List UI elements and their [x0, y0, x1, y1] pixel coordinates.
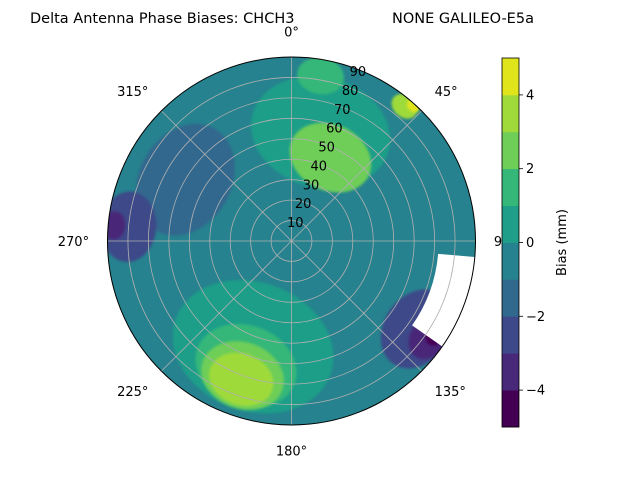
- colorbar-segment: [502, 316, 519, 354]
- contour-band-15: [209, 352, 274, 407]
- colorbar-segment: [502, 131, 519, 170]
- angular-tick-label: 270°: [58, 235, 89, 250]
- colorbar-segment: [502, 205, 519, 243]
- colorbar-tick-label: 4: [526, 88, 534, 103]
- angular-gridline-315: [161, 110, 292, 242]
- colorbar-segment: [502, 279, 519, 317]
- colorbar-tick-label: −4: [526, 384, 545, 399]
- angular-tick-label: 45°: [435, 85, 458, 100]
- angular-tick-label: 0°: [284, 26, 299, 41]
- angular-gridline-45: [291, 110, 422, 242]
- radial-tick-label: 50: [318, 141, 335, 156]
- colorbar-segment: [502, 242, 519, 280]
- radial-tick-label: 90: [350, 65, 367, 80]
- angular-gridline-135: [291, 240, 422, 372]
- radial-tick-label: 40: [311, 159, 328, 174]
- radial-tick-label: 70: [334, 103, 351, 118]
- polar-grid: [107, 57, 476, 425]
- colorbar-tick-label: 2: [526, 162, 534, 177]
- polar-plot-area: 1020304050607080900°45°90135°180°225°270…: [58, 26, 511, 460]
- angular-tick-label: 180°: [276, 444, 307, 459]
- colorbar-segment: [502, 94, 519, 133]
- radial-tick-label: 80: [342, 84, 359, 99]
- chart-subtitle: NONE GALILEO-E5a: [392, 11, 534, 27]
- colorbar-segment: [502, 353, 519, 391]
- angular-tick-label: 135°: [435, 385, 466, 400]
- colorbar-segment: [502, 168, 519, 206]
- colorbar-segment: [502, 390, 519, 428]
- contour-field: [107, 57, 476, 425]
- colorbar: −4 −2 0 2 4 Bias (mm): [501, 57, 570, 428]
- angular-gridline-225: [161, 240, 292, 372]
- angular-tick-label: 225°: [117, 385, 148, 400]
- colorbar-segment: [502, 58, 519, 96]
- radial-tick-label: 20: [295, 197, 312, 212]
- chart-title: Delta Antenna Phase Biases: CHCH3: [30, 11, 294, 27]
- radial-tick-label: 30: [303, 178, 320, 193]
- colorbar-tick-label: 0: [526, 236, 534, 251]
- colorbar-label: Bias (mm): [555, 209, 570, 276]
- polar-frame: [107, 56, 476, 426]
- contour-band-2: [297, 57, 344, 95]
- angular-tick-label: 315°: [117, 85, 148, 100]
- colorbar-tick-label: −2: [526, 310, 545, 325]
- no-data-region-0: [412, 253, 475, 347]
- radial-tick-label: 10: [287, 216, 304, 231]
- radial-tick-label: 60: [326, 122, 343, 137]
